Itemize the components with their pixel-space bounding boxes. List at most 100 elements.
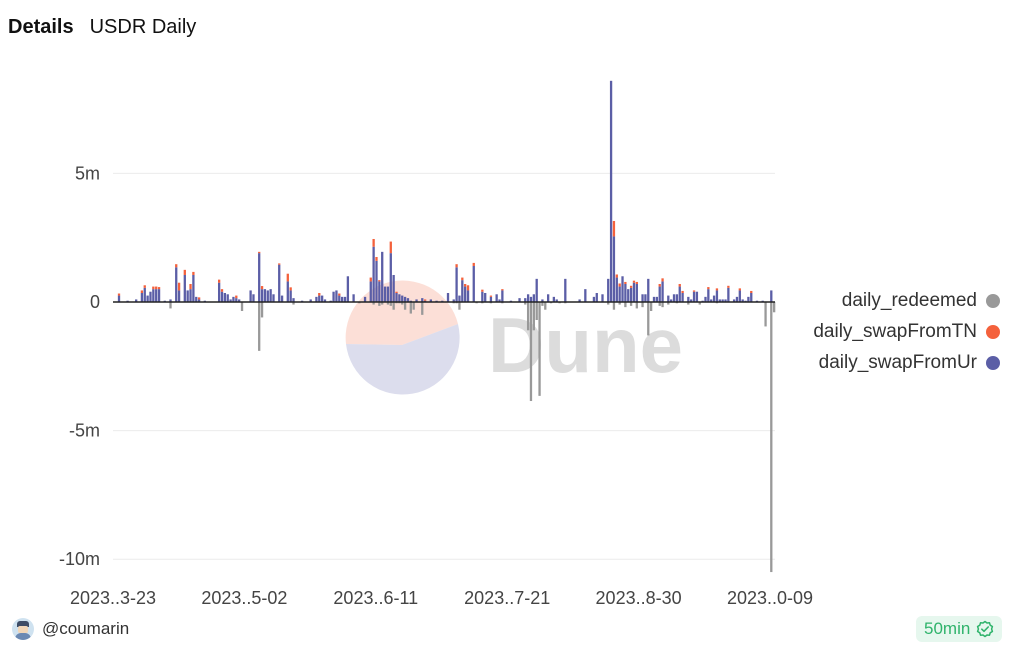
- bar-swap-from-tngbl[interactable]: [472, 262, 475, 266]
- bar-swap-from-unknown[interactable]: [641, 294, 644, 302]
- bar-swap-from-tngbl[interactable]: [464, 283, 467, 287]
- bar-swap-from-unknown[interactable]: [635, 283, 638, 302]
- bar-swap-from-tngbl[interactable]: [378, 280, 381, 282]
- bar-swap-from-unknown[interactable]: [710, 299, 713, 302]
- bar-swap-from-unknown[interactable]: [309, 299, 312, 302]
- bar-redeemed[interactable]: [538, 302, 541, 396]
- bar-swap-from-tngbl[interactable]: [177, 282, 181, 291]
- bar-swap-from-unknown[interactable]: [624, 283, 627, 302]
- bar-swap-from-tngbl[interactable]: [258, 251, 261, 254]
- bar-swap-from-tngbl[interactable]: [423, 299, 427, 301]
- bar-swap-from-unknown[interactable]: [392, 274, 395, 302]
- bar-swap-from-tngbl[interactable]: [217, 279, 221, 283]
- bar-swap-from-unknown[interactable]: [292, 298, 295, 302]
- bar-redeemed[interactable]: [458, 302, 461, 310]
- bar-swap-from-unknown[interactable]: [289, 290, 292, 302]
- legend-item-swap-from-tngbl[interactable]: daily_swapFromTN: [780, 316, 1000, 347]
- bar-swap-from-tngbl[interactable]: [235, 295, 238, 299]
- bar-swap-from-tngbl[interactable]: [481, 289, 484, 292]
- bar-redeemed[interactable]: [647, 302, 650, 336]
- bar-swap-from-unknown[interactable]: [652, 296, 656, 302]
- bar-swap-from-unknown[interactable]: [258, 253, 261, 302]
- bar-swap-from-tngbl[interactable]: [455, 264, 458, 268]
- bar-swap-from-unknown[interactable]: [415, 299, 418, 302]
- bar-swap-from-unknown[interactable]: [518, 298, 521, 302]
- bar-swap-from-unknown[interactable]: [363, 296, 367, 302]
- bar-swap-from-unknown[interactable]: [541, 299, 544, 302]
- bar-swap-from-unknown[interactable]: [186, 290, 189, 302]
- bar-swap-from-unknown[interactable]: [401, 295, 404, 302]
- bar-swap-from-unknown[interactable]: [498, 299, 501, 302]
- bar-swap-from-unknown[interactable]: [532, 294, 535, 302]
- bar-swap-from-unknown[interactable]: [278, 264, 281, 302]
- bar-redeemed[interactable]: [412, 302, 415, 310]
- legend-item-redeemed[interactable]: daily_redeemed: [780, 285, 1000, 316]
- bar-redeemed[interactable]: [532, 302, 535, 331]
- bar-redeemed[interactable]: [607, 302, 610, 305]
- bar-swap-from-unknown[interactable]: [727, 287, 730, 302]
- bar-redeemed[interactable]: [392, 302, 395, 310]
- bar-swap-from-unknown[interactable]: [661, 281, 664, 302]
- bar-swap-from-unknown[interactable]: [612, 236, 616, 302]
- bar-swap-from-tngbl[interactable]: [624, 281, 627, 284]
- bar-swap-from-unknown[interactable]: [681, 292, 684, 302]
- bar-swap-from-tngbl[interactable]: [155, 286, 158, 290]
- bar-redeemed[interactable]: [526, 302, 530, 331]
- bar-swap-from-unknown[interactable]: [466, 290, 470, 302]
- bar-redeemed[interactable]: [661, 302, 664, 308]
- bar-swap-from-unknown[interactable]: [724, 299, 727, 302]
- bar-swap-from-tngbl[interactable]: [658, 283, 661, 287]
- bar-swap-from-unknown[interactable]: [169, 299, 172, 302]
- bar-redeemed[interactable]: [624, 302, 627, 308]
- bar-swap-from-unknown[interactable]: [238, 299, 241, 302]
- bar-swap-from-unknown[interactable]: [280, 295, 284, 302]
- bar-swap-from-unknown[interactable]: [695, 291, 699, 302]
- bar-swap-from-tngbl[interactable]: [489, 295, 493, 297]
- legend-item-swap-from-unknown[interactable]: daily_swapFromUr: [780, 347, 1000, 378]
- bar-swap-from-unknown[interactable]: [546, 294, 550, 302]
- bar-swap-from-unknown[interactable]: [232, 296, 235, 302]
- bar-swap-from-unknown[interactable]: [352, 294, 355, 302]
- bar-swap-from-tngbl[interactable]: [157, 287, 161, 290]
- bar-redeemed[interactable]: [618, 302, 621, 305]
- bar-swap-from-unknown[interactable]: [226, 294, 229, 302]
- bar-swap-from-unknown[interactable]: [732, 299, 736, 302]
- bar-swap-from-unknown[interactable]: [217, 282, 221, 302]
- bar-swap-from-unknown[interactable]: [269, 289, 272, 302]
- bar-redeemed[interactable]: [378, 302, 381, 306]
- bar-swap-from-unknown[interactable]: [220, 291, 224, 302]
- bar-swap-from-unknown[interactable]: [618, 286, 621, 302]
- bar-swap-from-unknown[interactable]: [183, 274, 186, 302]
- bar-redeemed[interactable]: [292, 302, 295, 305]
- bar-swap-from-tngbl[interactable]: [318, 292, 321, 296]
- bar-swap-from-unknown[interactable]: [721, 299, 724, 302]
- bar-swap-from-tngbl[interactable]: [143, 285, 146, 288]
- bar-swap-from-unknown[interactable]: [266, 290, 269, 302]
- bar-swap-from-unknown[interactable]: [501, 290, 504, 302]
- bar-swap-from-unknown[interactable]: [735, 296, 739, 302]
- bar-swap-from-unknown[interactable]: [529, 296, 533, 302]
- bar-swap-from-tngbl[interactable]: [750, 290, 753, 293]
- bar-swap-from-unknown[interactable]: [197, 299, 201, 302]
- bar-swap-from-tngbl[interactable]: [192, 271, 195, 275]
- bar-swap-from-unknown[interactable]: [692, 291, 696, 302]
- bar-swap-from-unknown[interactable]: [647, 278, 650, 302]
- bar-swap-from-tngbl[interactable]: [289, 287, 292, 291]
- bar-swap-from-unknown[interactable]: [704, 296, 707, 302]
- bar-swap-from-tngbl[interactable]: [117, 293, 121, 296]
- bar-redeemed[interactable]: [544, 302, 547, 310]
- bar-swap-from-unknown[interactable]: [632, 282, 636, 302]
- bar-swap-from-unknown[interactable]: [229, 299, 232, 302]
- bar-swap-from-unknown[interactable]: [747, 296, 750, 302]
- bar-swap-from-unknown[interactable]: [770, 290, 773, 302]
- bar-swap-from-unknown[interactable]: [192, 274, 195, 302]
- bar-swap-from-unknown[interactable]: [338, 295, 341, 302]
- bar-swap-from-tngbl[interactable]: [635, 281, 638, 284]
- bar-swap-from-tngbl[interactable]: [260, 286, 264, 290]
- bar-swap-from-unknown[interactable]: [658, 286, 661, 302]
- bar-swap-from-tngbl[interactable]: [175, 264, 178, 268]
- bar-swap-from-unknown[interactable]: [140, 292, 144, 302]
- bar-swap-from-unknown[interactable]: [260, 289, 264, 302]
- bar-swap-from-unknown[interactable]: [375, 260, 378, 302]
- bar-swap-from-unknown[interactable]: [429, 299, 432, 302]
